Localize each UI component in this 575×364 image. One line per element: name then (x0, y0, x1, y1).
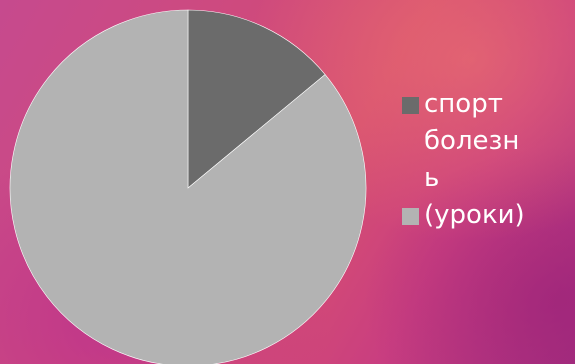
legend-label-illness-line-1: болезн (424, 126, 520, 156)
legend-label-illness-line-2: ь (424, 163, 440, 193)
legend-label-sport: спорт (424, 89, 503, 119)
legend-swatch-sport (402, 97, 419, 114)
pie-slice-0 (187, 9, 326, 189)
legend-item-sport: спорт (400, 86, 570, 123)
pie-slice-1 (9, 9, 367, 364)
legend-label-illness-line-3: (уроки) (424, 200, 525, 230)
legend-item-illness: болезн ь (уроки) (400, 123, 570, 234)
legend-swatch-illness (402, 208, 419, 225)
chart-legend: спорт болезн ь (уроки) (400, 86, 570, 234)
